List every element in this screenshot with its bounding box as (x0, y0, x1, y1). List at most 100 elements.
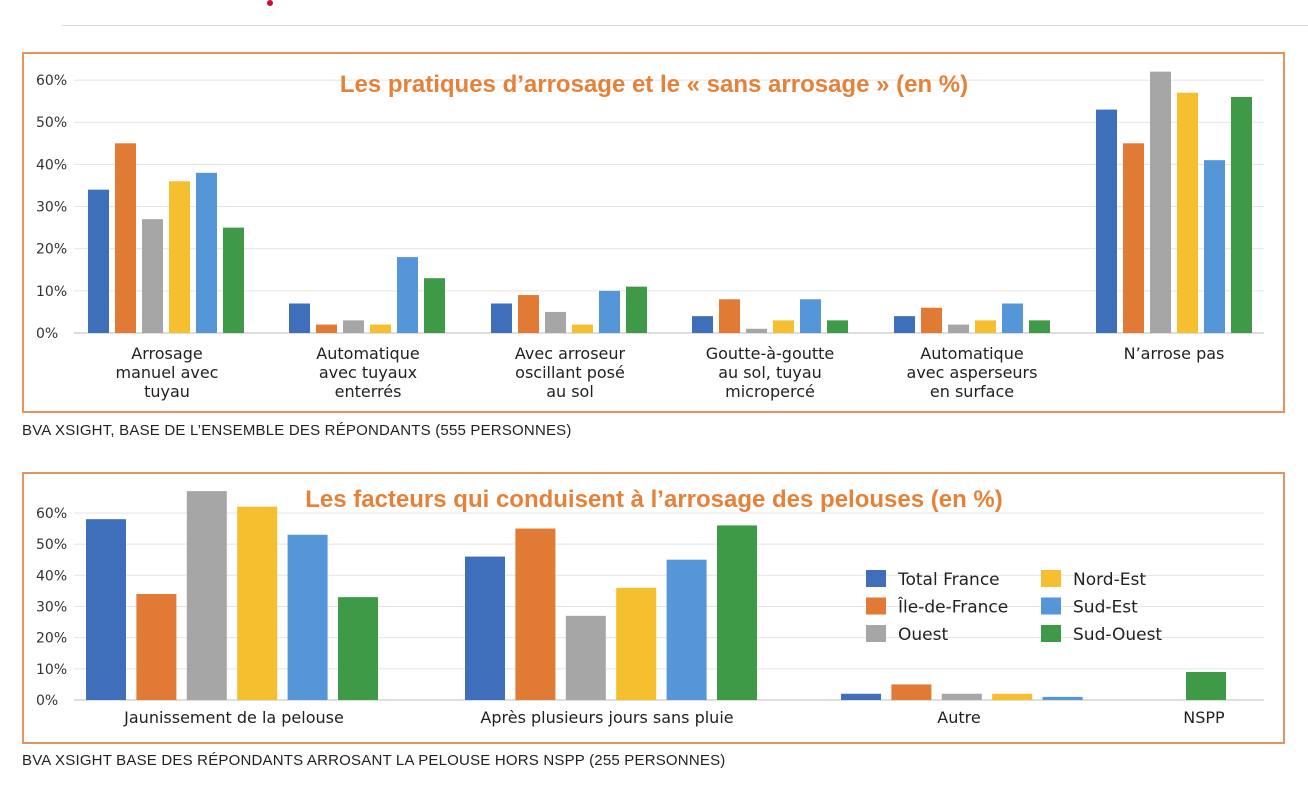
bar-ouest (142, 219, 163, 333)
y-tick-label: 50% (36, 115, 67, 131)
chart-panel-watering-practices: 0% 10% 20% 30% 40% 50% 60% Les pratiques d’arro… (22, 52, 1285, 413)
bar-nord-est (572, 324, 593, 333)
x-category-label: en surface (930, 382, 1014, 401)
bar-sud-est (1042, 696, 1083, 700)
bar-nord-est (975, 320, 996, 333)
bar-sud-ouest (223, 227, 244, 333)
y-tick-label: 40% (36, 568, 67, 584)
bar-sud-est (287, 534, 328, 700)
bar-nord-est (370, 324, 391, 333)
bar-ouest (948, 324, 969, 333)
legend-swatch (866, 570, 886, 587)
bar-ouest (545, 311, 566, 333)
bar-sud-ouest (1029, 320, 1050, 333)
bar-nord-est (1177, 92, 1198, 333)
x-category-label: micropercé (725, 382, 815, 401)
bar-total-france (692, 316, 713, 333)
y-tick-label: 10% (36, 662, 67, 678)
bar--le-de-france (115, 143, 136, 333)
bar-sud-ouest (827, 320, 848, 333)
x-category-label: au sol, tuyau (718, 363, 822, 382)
chart-source-note: BVA XSIGHT BASE DES RÉPONDANTS ARROSANT … (22, 752, 726, 769)
bar-total-france (88, 189, 109, 333)
x-category-label: Après plusieurs jours sans pluie (480, 708, 733, 727)
x-category-label: Goutte-à-goutte (706, 344, 835, 363)
legend-label: Nord-Est (1073, 570, 1146, 590)
y-tick-label: 30% (36, 200, 67, 216)
x-category-label: Autre (937, 708, 980, 727)
legend-label: Île-de-France (897, 596, 1008, 618)
legend-label: Sud-Est (1073, 598, 1138, 618)
y-tick-label: 0% (36, 326, 58, 342)
bar--le-de-france (1123, 143, 1144, 333)
chart-panel-lawn-watering-factors: 0% 10% 20% 30% 40% 50% 60% Les facteurs qui con… (22, 472, 1285, 744)
chart-source-note: BVA XSIGHT, BASE DE L’ENSEMBLE DES RÉPON… (22, 422, 572, 439)
bar-sud-ouest (1231, 96, 1252, 333)
legend-swatch (1041, 597, 1061, 615)
bar-ouest (186, 491, 227, 700)
x-category-label: au sol (546, 382, 594, 401)
bar--le-de-france (921, 307, 942, 333)
legend-swatch (866, 625, 886, 642)
bar-total-france (1096, 109, 1117, 333)
bar-ouest (343, 320, 364, 333)
x-category-label: Avec arroseur (515, 344, 626, 363)
bar-total-france (841, 693, 881, 700)
x-category-label: oscillant posé (515, 363, 625, 382)
bar-sud-est (666, 559, 707, 700)
header-accent-dot (267, 0, 273, 6)
bar--le-de-france (719, 299, 740, 333)
bar-total-france (289, 303, 310, 333)
chart-title: Les facteurs qui conduisent à l’arrosage… (305, 486, 1003, 513)
legend-label: Total France (897, 570, 1000, 590)
y-tick-label: 20% (36, 631, 67, 647)
bar--le-de-france (515, 528, 556, 700)
chart-lawn-watering-factors: 0% 10% 20% 30% 40% 50% 60% Les facteurs qui con… (36, 486, 1264, 727)
y-tick-label: 30% (36, 599, 67, 615)
x-category-label: N’arrose pas (1124, 344, 1225, 363)
y-tick-label: 10% (36, 284, 67, 300)
x-category-label: manuel avec (116, 363, 219, 382)
chart-title: Les pratiques d’arrosage et le « sans ar… (340, 71, 968, 98)
y-tick-label: 50% (36, 537, 67, 553)
bar-nord-est (992, 693, 1033, 700)
bar-sud-ouest (1186, 671, 1226, 700)
bar-total-france (491, 303, 512, 333)
x-category-label: enterrés (335, 382, 402, 401)
y-tick-label: 20% (36, 242, 67, 258)
bar-sud-ouest (424, 278, 445, 333)
bar-ouest (565, 615, 606, 700)
x-category-label: Automatique (316, 344, 419, 363)
bar-ouest (941, 693, 982, 700)
x-category-label: tuyau (144, 382, 190, 401)
x-category-label: NSPP (1183, 708, 1225, 727)
x-category-label: avec tuyaux (319, 363, 417, 382)
bar-total-france (894, 316, 915, 333)
bar-ouest (746, 328, 767, 333)
bar--le-de-france (136, 594, 177, 700)
x-category-label: Automatique (920, 344, 1023, 363)
bar--le-de-france (518, 295, 539, 333)
bar--le-de-france (891, 684, 932, 700)
x-category-label: Jaunissement de la pelouse (123, 708, 344, 727)
bar--le-de-france (316, 324, 337, 333)
legend-swatch (1041, 570, 1061, 587)
bar-ouest (1150, 71, 1171, 334)
bar-nord-est (773, 320, 794, 333)
bar-sud-est (196, 172, 217, 333)
legend-label: Sud-Ouest (1073, 625, 1162, 645)
y-tick-label: 0% (36, 693, 58, 709)
bar-nord-est (169, 181, 190, 333)
x-category-label: avec asperseurs (907, 363, 1038, 382)
bar-total-france (86, 519, 126, 700)
bar-sud-est (1204, 160, 1225, 333)
x-category-label: Arrosage (131, 344, 202, 363)
bar-sud-ouest (626, 286, 647, 333)
bar-sud-ouest (338, 597, 378, 700)
bar-sud-est (599, 290, 620, 333)
bar-sud-est (800, 299, 821, 333)
bar-nord-est (237, 506, 278, 700)
bar-sud-est (1002, 303, 1023, 333)
legend-label: Ouest (898, 625, 948, 645)
legend-swatch (1041, 625, 1061, 642)
